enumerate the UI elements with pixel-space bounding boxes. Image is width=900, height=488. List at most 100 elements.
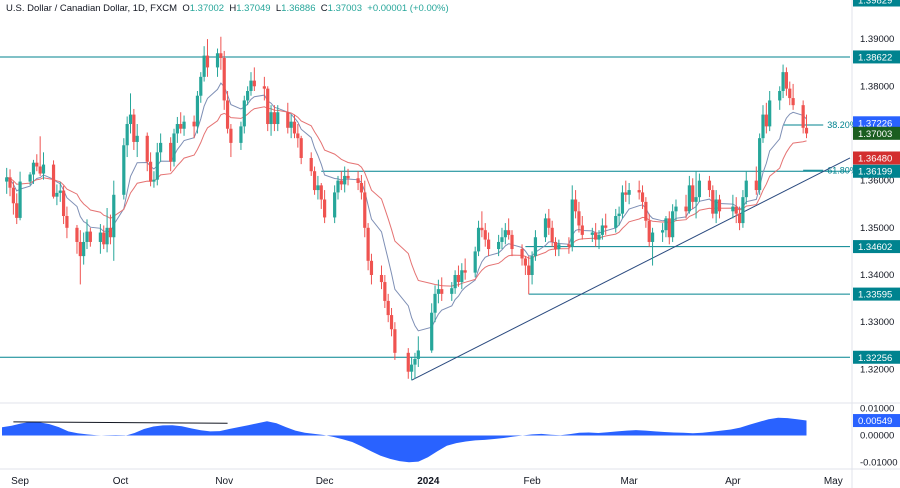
candle-body [41,164,46,174]
candle-body [784,72,789,89]
candle-body [125,124,129,146]
candle-body [195,95,200,127]
candle-body [453,274,457,289]
candle-body [299,138,303,158]
candle-body [801,105,805,128]
candle-body [128,114,133,125]
candle-body [215,53,220,68]
candle-body [336,180,340,193]
candle-body [145,135,149,162]
candle-body [252,80,256,87]
price-badge: 1.39829 [853,0,900,7]
candle-body [650,232,655,242]
price-badge-label: 1.39829 [858,0,892,7]
candle-body [691,185,695,202]
candle-body [600,225,604,235]
candle-body [714,199,718,214]
candle-body [222,57,226,101]
candle-body [379,274,384,283]
candle-body [497,241,501,250]
high-value: 1.37049 [236,3,271,14]
x-tick-label: Oct [113,476,129,487]
x-tick-label: Sep [11,476,29,487]
candle-body [694,197,698,202]
candle-body [764,114,768,127]
candle-body [567,244,571,247]
candle-body [674,206,678,212]
candle-body [627,190,631,195]
trendline [411,157,851,381]
candle-body [707,180,712,191]
candle-body [28,174,32,182]
candle-body [463,270,467,273]
price-badge-bg [853,116,900,130]
y-tick-label: 1.36000 [860,176,894,187]
price-badge: 1.37226 [853,116,900,130]
close-label: C [320,3,328,14]
price-badge-bg [853,50,900,64]
candle-body [88,231,92,242]
candle-body [660,230,665,233]
x-tick-label: Feb [523,476,541,487]
candle-body [788,88,792,99]
candle-body [510,234,514,250]
candle-body [246,91,250,101]
candle-body [550,227,554,242]
candle-body [671,211,675,238]
candle-body [430,312,434,351]
candle-body [219,53,223,58]
y-tick-label: 1.32000 [860,364,894,375]
candle-body [483,230,487,240]
candle-body [182,121,186,129]
candle-body [262,86,266,89]
candle-body [225,100,230,129]
candle-body [761,114,765,139]
candle-body [18,181,22,218]
price-badge-bg [853,126,900,140]
candle-body [359,182,364,193]
price-badge-label: 1.36199 [858,167,892,178]
price-badge: 1.37003 [853,126,900,140]
candle-body [159,142,163,153]
candle-body [640,192,645,202]
candle-body [98,232,102,242]
candle-body [8,177,12,188]
candle-body [667,218,671,238]
candle-body [108,227,113,238]
candle-body [266,88,270,125]
candle-body [758,138,762,191]
price-badge-bg [853,164,900,178]
candle-body [547,218,551,228]
candle-body [440,289,444,294]
candle-body [323,199,327,218]
candle-body [393,329,397,353]
candle-body [717,199,722,212]
candle-body [312,171,317,191]
y-tick-label: 1.33000 [860,317,894,328]
candle-body [58,190,62,193]
y-tick-label: 1.35000 [860,223,894,234]
low-label: L [275,3,282,14]
candle-body [31,162,36,175]
candle-body [296,133,300,139]
candle-body [132,114,136,142]
candle-body [637,190,641,193]
candle-body [276,112,280,125]
candle-body [102,232,106,245]
candle-body [781,72,785,92]
price-badge: 1.36199 [853,164,900,178]
x-tick-label: Dec [316,476,334,487]
candle-body [507,230,511,235]
candle-body [597,234,601,240]
candle-body [503,230,507,238]
candle-body [456,274,461,283]
candle-body [38,166,42,174]
symbol-title: U.S. Dollar / Canadian Dollar, 1D, FXCM [6,3,178,14]
price-badge-label: 1.38622 [858,52,892,63]
y-tick-label: 1.39000 [860,34,894,45]
candle-body [433,293,437,313]
x-tick-label: Nov [215,476,233,487]
candle-body [520,249,524,259]
candle-body [557,244,561,250]
